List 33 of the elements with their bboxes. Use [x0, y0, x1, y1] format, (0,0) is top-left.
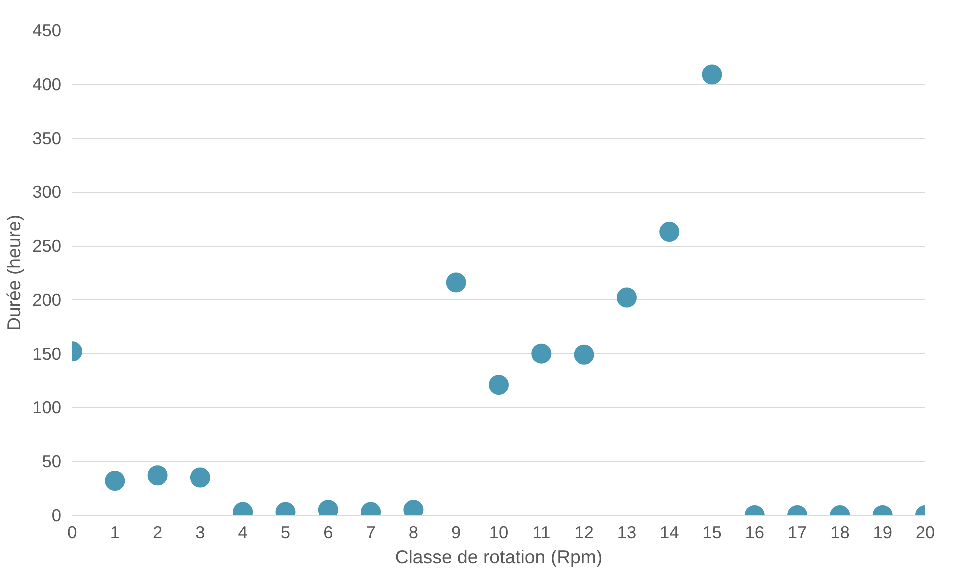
- y-tick-label: 400: [32, 74, 62, 94]
- x-tick-label: 5: [280, 522, 291, 542]
- x-tick-label: 6: [324, 522, 334, 542]
- y-tick-label: 300: [32, 182, 62, 202]
- x-tick-label: 4: [238, 522, 248, 542]
- x-tick-label: 9: [452, 522, 462, 542]
- x-tick-label: 16: [745, 522, 765, 542]
- x-tick-label: 3: [196, 522, 206, 542]
- y-tick-label: 350: [32, 128, 62, 148]
- x-tick-label: 10: [489, 522, 509, 542]
- x-tick-label: 17: [788, 522, 808, 542]
- y-tick-label: 0: [52, 506, 62, 526]
- y-tick-label: 200: [32, 290, 62, 310]
- x-tick-label: 13: [617, 522, 637, 542]
- x-axis-title: Classe de rotation (Rpm): [395, 546, 603, 568]
- x-tick-label: 1: [110, 522, 120, 542]
- x-tick-label: 2: [152, 522, 163, 542]
- x-tick-label: 18: [830, 522, 850, 542]
- y-tick-label: 100: [32, 398, 62, 418]
- x-tick-label: 20: [916, 522, 936, 542]
- x-tick-label: 14: [660, 522, 680, 542]
- x-tick-label: 19: [873, 522, 892, 542]
- y-tick-label: 450: [32, 20, 62, 40]
- y-tick-label: 50: [42, 452, 62, 472]
- x-tick-label: 0: [68, 522, 78, 542]
- y-tick-label: 250: [32, 236, 62, 256]
- x-tick-label: 12: [574, 522, 594, 542]
- y-tick-label: 150: [32, 344, 62, 364]
- x-tick-label: 11: [532, 522, 551, 542]
- y-axis-title: Durée (heure): [4, 214, 25, 332]
- x-tick-label: 15: [702, 522, 722, 542]
- x-tick-label: 7: [366, 522, 376, 542]
- x-tick-label: 8: [408, 522, 419, 542]
